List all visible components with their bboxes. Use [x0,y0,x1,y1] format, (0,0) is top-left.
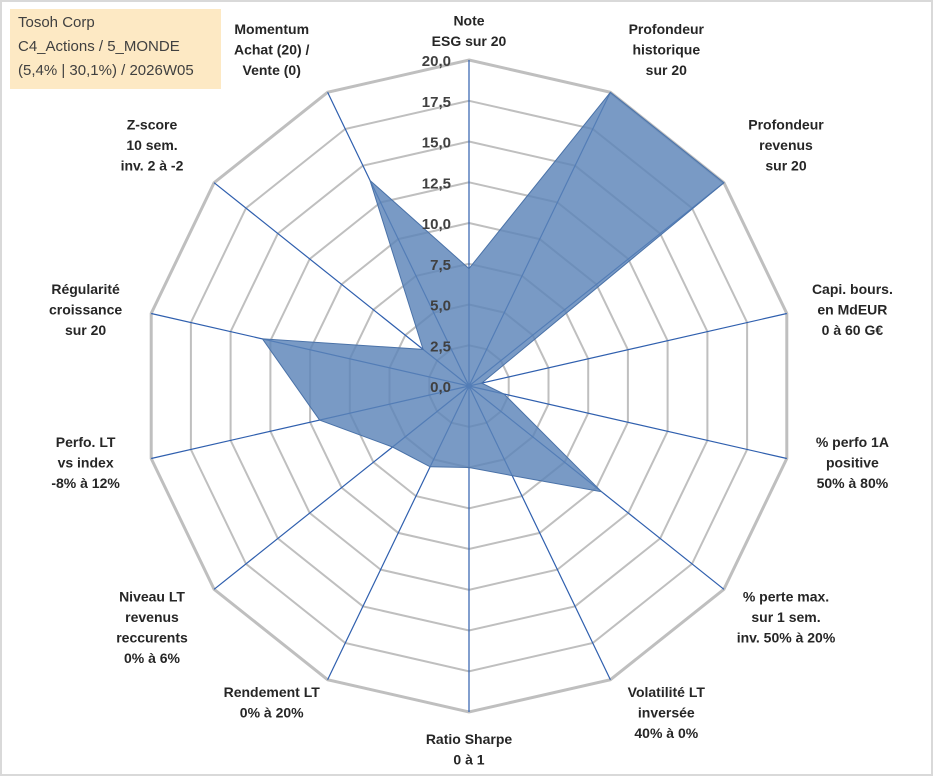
axis-label-line: Note [453,13,484,29]
axis-label-line: 0% à 6% [124,650,181,666]
axis-label-line: Momentum [234,21,309,37]
radar-series [261,91,725,493]
axis-label-line: historique [632,42,700,58]
axis-label-line: reccurents [116,630,188,646]
score-week: (5,4% | 30,1%) / 2026W05 [18,62,194,79]
axis-label-line: vs index [58,455,114,471]
axis-label-line: % perte max. [743,589,829,605]
axis-label-line: 40% à 0% [634,725,698,741]
axis-label: Rendement LT 0% à 20% [224,684,321,721]
axis-label: Profondeur historique sur 20 [629,21,705,78]
axis-label-line: Régularité [51,281,120,297]
axis-label-line: sur 20 [65,322,106,338]
axis-label: % perfo 1A positive 50% à 80% [816,434,889,491]
axis-label: Perfo. LT vs index -8% à 12% [51,434,120,491]
axis-label-line: Achat (20) / [234,42,310,58]
axis-label-line: % perfo 1A [816,434,889,450]
axis-spoke [468,312,787,387]
radar-tick-labels: 0,0 2,5 5,0 7,5 10,0 12,5 15,0 17,5 20,0 [422,53,451,396]
axis-label-line: croissance [49,302,122,318]
axis-label-line: sur 20 [765,158,806,174]
tick-label: 10,0 [422,216,451,233]
axis-label-line: Z-score [127,117,178,133]
axis-label-line: sur 20 [646,62,687,78]
axis-label: Ratio Sharpe 0 à 1 [426,731,513,768]
tick-label: 2,5 [430,338,451,355]
info-box: Tosoh Corp C4_Actions / 5_MONDE (5,4% | … [10,9,221,89]
axis-label-line: ESG sur 20 [432,33,507,49]
axis-label-line: 0 à 1 [453,752,484,768]
axis-label: % perte max. sur 1 sem. inv. 50% à 20% [737,589,836,646]
axis-spoke [468,385,787,460]
tick-label: 7,5 [430,257,451,274]
axis-label-line: Vente (0) [243,62,301,78]
axis-label-line: 0% à 20% [240,704,304,720]
axis-label: Momentum Achat (20) / Vente (0) [234,21,310,78]
axis-label-line: positive [826,455,879,471]
axis-label: Niveau LT revenus reccurents 0% à 6% [116,589,188,667]
axis-label: Capi. bours. en MdEUR 0 à 60 G€ [812,281,893,338]
axis-label: Volatilité LT inversée 40% à 0% [628,684,706,741]
axis-label-line: 10 sem. [126,137,177,153]
tick-label: 20,0 [422,53,451,70]
tick-label: 5,0 [430,298,451,315]
axis-label-line: inv. 50% à 20% [737,630,836,646]
axis-label-line: Niveau LT [119,589,185,605]
tick-label: 15,0 [422,135,451,152]
axis-label-line: revenus [759,137,813,153]
axis-label: Régularité croissance sur 20 [49,281,122,338]
axis-label: Profondeur revenus sur 20 [748,117,824,174]
axis-label-line: Volatilité LT [628,684,706,700]
axis-label-line: Profondeur [748,117,824,133]
company-name: Tosoh Corp [18,14,95,31]
axis-label-line: Perfo. LT [56,434,116,450]
axis-label: Z-score 10 sem. inv. 2 à -2 [121,117,184,174]
tick-label: 12,5 [422,175,451,192]
axis-label-line: Rendement LT [224,684,321,700]
axis-label-line: Ratio Sharpe [426,731,513,747]
axis-label-line: inv. 2 à -2 [121,158,184,174]
axis-label-line: inversée [638,704,695,720]
axis-label-line: sur 1 sem. [751,609,820,625]
portfolio-category: C4_Actions / 5_MONDE [18,38,180,55]
axis-label-line: en MdEUR [817,302,887,318]
axis-label-line: Capi. bours. [812,281,893,297]
axis-label-line: 50% à 80% [817,475,889,491]
radar-axis-labels: Note ESG sur 20 Profondeur historique sur 20… [49,13,893,768]
axis-label: Note ESG sur 20 [432,13,507,50]
tick-label: 0,0 [430,379,451,396]
axis-label-line: 0 à 60 G€ [822,322,884,338]
axis-label-line: -8% à 12% [51,475,120,491]
axis-label-line: Profondeur [629,21,705,37]
tick-label: 17,5 [422,94,451,111]
series-area [261,91,725,493]
axis-label-line: revenus [125,609,179,625]
